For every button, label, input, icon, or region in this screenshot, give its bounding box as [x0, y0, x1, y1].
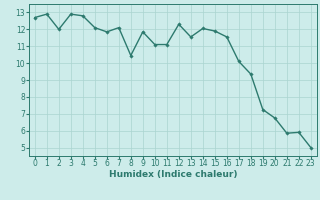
X-axis label: Humidex (Indice chaleur): Humidex (Indice chaleur): [108, 170, 237, 179]
